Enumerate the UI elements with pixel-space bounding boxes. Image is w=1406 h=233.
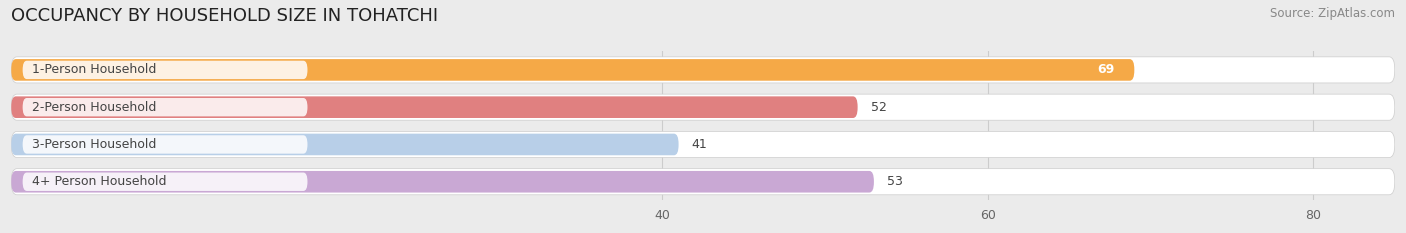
Text: 2-Person Household: 2-Person Household [32,101,157,114]
FancyBboxPatch shape [11,94,1395,120]
FancyBboxPatch shape [22,173,308,191]
FancyBboxPatch shape [22,61,308,79]
Text: 3-Person Household: 3-Person Household [32,138,157,151]
FancyBboxPatch shape [11,96,858,118]
Text: 41: 41 [692,138,707,151]
FancyBboxPatch shape [11,171,875,192]
FancyBboxPatch shape [22,135,308,154]
FancyBboxPatch shape [22,98,308,116]
FancyBboxPatch shape [11,131,1395,158]
Text: OCCUPANCY BY HOUSEHOLD SIZE IN TOHATCHI: OCCUPANCY BY HOUSEHOLD SIZE IN TOHATCHI [11,7,439,25]
Text: 53: 53 [887,175,903,188]
Text: 4+ Person Household: 4+ Person Household [32,175,167,188]
FancyBboxPatch shape [11,134,679,155]
FancyBboxPatch shape [11,169,1395,195]
Text: 1-Person Household: 1-Person Household [32,63,157,76]
Text: 69: 69 [1098,63,1115,76]
FancyBboxPatch shape [11,57,1395,83]
Text: 52: 52 [870,101,887,114]
Text: Source: ZipAtlas.com: Source: ZipAtlas.com [1270,7,1395,20]
FancyBboxPatch shape [11,59,1135,81]
